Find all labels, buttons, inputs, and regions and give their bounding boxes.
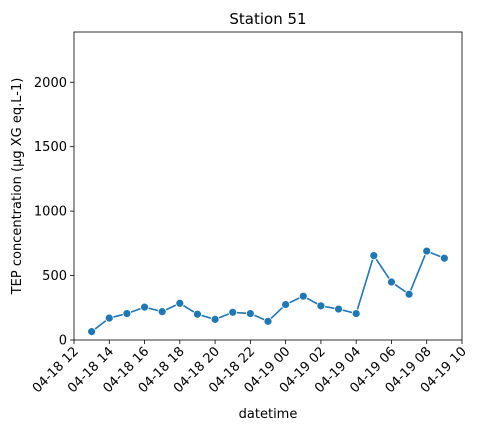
axes-frame xyxy=(73,31,463,341)
data-point xyxy=(87,327,97,337)
data-point xyxy=(210,314,220,324)
data-point xyxy=(439,253,449,263)
x-axis-title: datetime xyxy=(239,407,298,422)
data-point xyxy=(175,298,185,308)
y-tick-label: 2000 xyxy=(34,76,67,91)
y-tick-label: 1000 xyxy=(34,205,67,220)
data-point xyxy=(228,307,238,317)
data-point xyxy=(351,309,361,318)
y-axis-title: TEP concentration (µg XG eq.L-1) xyxy=(10,78,25,296)
data-point xyxy=(387,277,396,287)
data-point xyxy=(157,307,167,317)
data-markers xyxy=(87,246,449,337)
y-tick-label: 1500 xyxy=(34,140,67,155)
y-tick-label: 500 xyxy=(42,269,67,284)
data-point xyxy=(104,313,114,323)
data-point xyxy=(281,300,291,309)
data-point xyxy=(140,302,149,312)
data-point xyxy=(122,309,132,318)
data-point xyxy=(245,309,255,318)
chart-title: Station 51 xyxy=(229,10,306,28)
y-axis: 0 500 1000 1500 2000 xyxy=(34,76,74,349)
data-point xyxy=(298,291,308,301)
data-point xyxy=(193,309,202,319)
y-tick-label: 0 xyxy=(59,334,67,349)
data-point xyxy=(316,301,326,311)
data-point xyxy=(334,304,343,314)
data-point xyxy=(404,289,414,299)
data-point xyxy=(422,246,432,256)
data-point xyxy=(369,251,379,260)
data-point xyxy=(263,316,273,326)
